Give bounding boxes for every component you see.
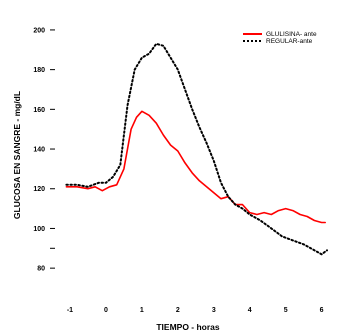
legend: GLULISINA- ante REGULAR-ante (243, 31, 317, 45)
y-tick-label: 80 (37, 266, 45, 273)
series-line-regular (65, 42, 328, 256)
legend-label-regular: REGULAR-ante (266, 38, 313, 45)
x-tick-label: 1 (140, 307, 144, 314)
y-tick-label: 200 (33, 27, 45, 34)
y-tick-label: 120 (33, 186, 45, 193)
x-tick-label: 3 (212, 307, 216, 314)
x-tick-label: 0 (104, 307, 108, 314)
x-axis-title: TIEMPO - horas (156, 322, 220, 332)
x-tick-label: 4 (248, 307, 252, 314)
series-line-glulisina (65, 110, 327, 224)
y-tick-label: 180 (33, 67, 45, 74)
y-tick-label: 160 (33, 107, 45, 114)
y-tick-label: 100 (33, 226, 45, 233)
y-axis-title: GLUCOSA EN SANGRE - mg/dL (12, 91, 22, 219)
x-tick-label: -1 (67, 307, 73, 314)
x-tick-label: 6 (320, 307, 324, 314)
x-tick-label: 2 (176, 307, 180, 314)
legend-label-glulisina: GLULISINA- ante (266, 31, 317, 38)
x-tick-label: 5 (284, 307, 288, 314)
y-tick-label: 140 (33, 147, 45, 154)
